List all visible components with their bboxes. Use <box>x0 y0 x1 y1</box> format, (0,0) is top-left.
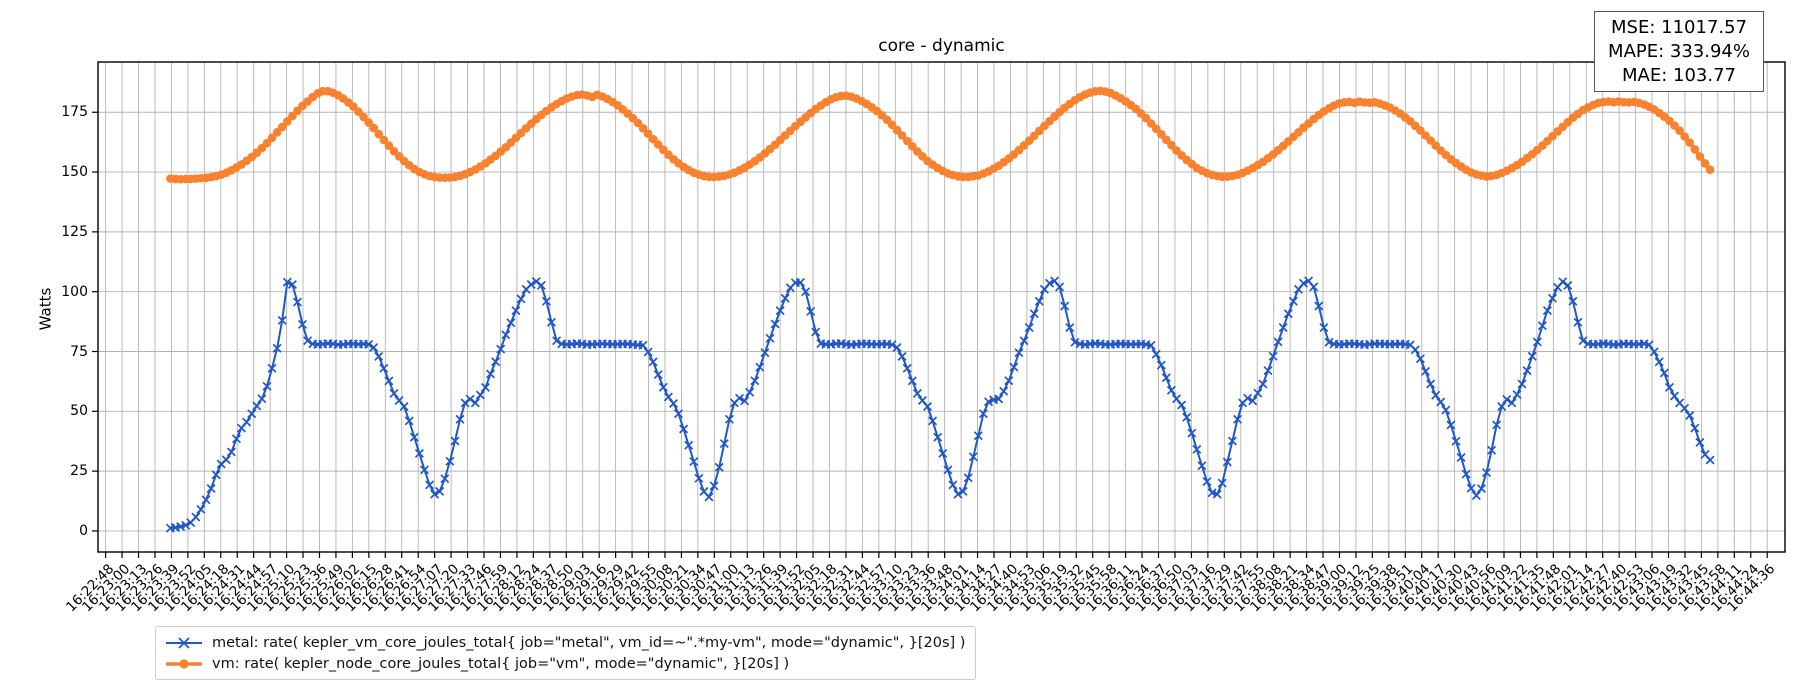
stats-box: MSE: 11017.57 MAPE: 333.94% MAE: 103.77 <box>1594 11 1764 93</box>
y-tick-label: 0 <box>79 522 88 539</box>
y-tick-label: 100 <box>61 283 88 300</box>
legend-item-metal: metal: rate( kepler_vm_core_joules_total… <box>164 632 965 653</box>
legend-label-metal: metal: rate( kepler_vm_core_joules_total… <box>212 634 966 651</box>
stat-mae: MAE: 103.77 <box>1622 64 1737 86</box>
legend-label-vm: vm: rate( kepler_node_core_joules_total{… <box>212 655 790 672</box>
stat-mse: MSE: 11017.57 <box>1611 17 1748 38</box>
y-tick-label: 150 <box>61 164 88 181</box>
y-tick-label: 125 <box>61 223 88 240</box>
y-tick-label: 25 <box>70 463 88 480</box>
chart-title: core - dynamic <box>878 36 1005 56</box>
legend: metal: rate( kepler_vm_core_joules_total… <box>155 626 977 680</box>
y-tick-label: 50 <box>70 403 88 420</box>
stat-mape: MAPE: 333.94% <box>1608 40 1750 62</box>
y-tick-label: 75 <box>70 343 88 360</box>
vm-line-dot-marker-icon <box>166 658 202 669</box>
metal-line-x-marker-icon <box>166 636 202 649</box>
legend-item-vm: vm: rate( kepler_node_core_joules_total{… <box>164 653 965 674</box>
y-tick-label: 175 <box>61 104 88 121</box>
